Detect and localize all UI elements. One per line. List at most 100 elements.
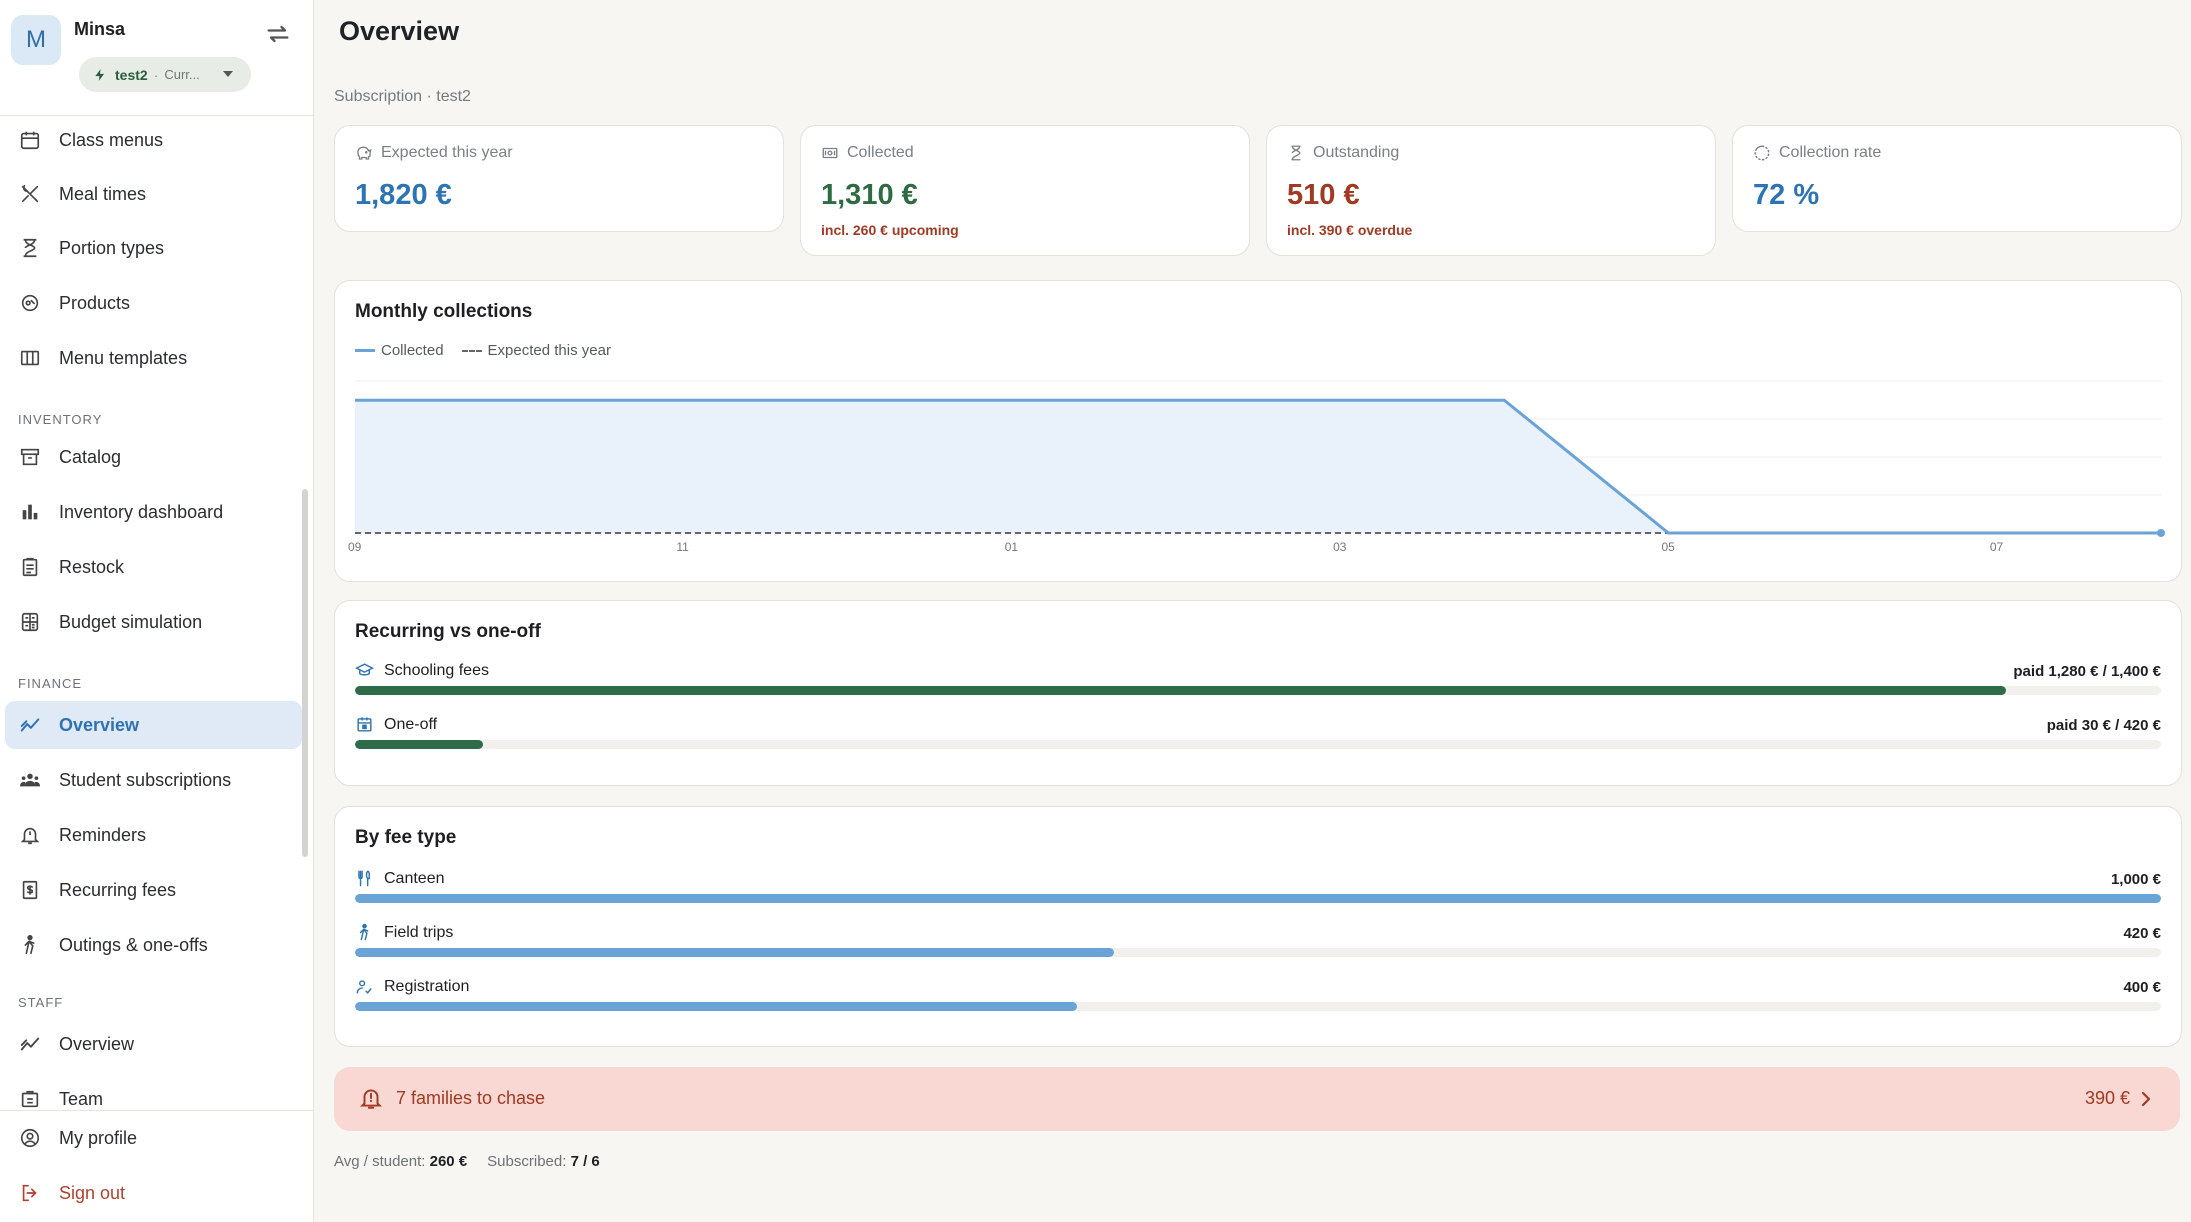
- main-content: Overview Subscription · test2 Expected t…: [315, 0, 2191, 1222]
- monthly-collections-card: Monthly collections Collected Expected t…: [334, 280, 2182, 582]
- utensils-crossed-icon: [21, 184, 39, 203]
- progress-fill: [355, 1002, 1078, 1011]
- section-title: Monthly collections: [355, 301, 533, 322]
- sidebar-item-recurring-fees[interactable]: Recurring fees: [5, 866, 302, 914]
- kpi-value: 72 %: [1753, 179, 1820, 211]
- page-title: Overview: [339, 16, 460, 46]
- sidebar-item-label: Reminders: [59, 824, 147, 845]
- sidebar-item-label: Meal times: [59, 183, 147, 204]
- chart-tick-label: 11: [676, 540, 689, 554]
- columns-icon: [20, 350, 40, 366]
- sidebar-item-products[interactable]: Products: [5, 279, 302, 327]
- progress-row-field-trips: Field trips 420 €: [355, 923, 2161, 967]
- chart-tick-label: 01: [1005, 540, 1019, 554]
- recurring-vs-oneoff-card: Recurring vs one-off Schooling fees paid…: [334, 600, 2182, 786]
- sidebar-header: M Minsa test2 · Curr...: [0, 0, 313, 116]
- sidebar-item-label: Outings & one-offs: [59, 934, 208, 955]
- chevron-right-icon: [2141, 1091, 2151, 1107]
- nav-section-finance: FINANCE: [18, 676, 83, 691]
- sidebar-item-meal-times[interactable]: Meal times: [5, 170, 302, 218]
- sidebar-item-my-profile[interactable]: My profile: [5, 1114, 302, 1162]
- alert-text: 7 families to chase: [396, 1088, 546, 1108]
- cash-icon: [822, 147, 838, 159]
- chart-tick-label: 05: [1661, 540, 1675, 554]
- archive-icon: [20, 448, 40, 466]
- sidebar-item-label: Menu templates: [59, 347, 188, 368]
- progress-fill: [355, 894, 2161, 903]
- sidebar-item-inventory-dashboard[interactable]: Inventory dashboard: [5, 488, 302, 536]
- context-separator: ·: [153, 66, 159, 83]
- kpi-label: Collection rate: [1753, 144, 1881, 162]
- kpi-value: 510 €: [1287, 179, 1360, 211]
- kpi-label: Collected: [821, 144, 914, 162]
- bar-chart-icon: [22, 504, 38, 520]
- progress-row-schooling-fees: Schooling fees paid 1,280 € / 1,400 €: [355, 661, 2161, 705]
- sidebar-item-student-subscriptions[interactable]: Student subscriptions: [5, 756, 302, 804]
- section-title: Recurring vs one-off: [355, 621, 541, 642]
- progress-amount: paid 30 € / 420 €: [2046, 717, 2161, 734]
- stat-avg-per-student: Avg / student: 260 €: [334, 1153, 468, 1170]
- org-avatar[interactable]: M: [11, 15, 61, 65]
- hourglass-icon: [23, 238, 37, 258]
- progress-fill: [355, 740, 484, 749]
- graduation-cap-icon: [355, 663, 374, 676]
- context-sub: Curr...: [164, 67, 200, 82]
- context-main: test2: [115, 66, 148, 83]
- trend-icon: [20, 718, 40, 732]
- sidebar-item-label: Student subscriptions: [59, 769, 232, 790]
- sidebar-item-staff-overview[interactable]: Overview: [5, 1020, 302, 1068]
- sidebar-item-class-menus[interactable]: Class menus: [5, 116, 302, 164]
- bell-alert-icon: [359, 1089, 383, 1109]
- hiker-icon: [359, 923, 369, 941]
- sidebar-item-finance-overview[interactable]: Overview: [5, 701, 302, 749]
- progress-amount: paid 1,280 € / 1,400 €: [2013, 663, 2161, 680]
- circle-progress-icon: [1754, 145, 1770, 161]
- sidebar-item-sign-out[interactable]: Sign out: [5, 1169, 302, 1217]
- sidebar-item-outings[interactable]: Outings & one-offs: [5, 921, 302, 969]
- chart-tick-label: 03: [1333, 540, 1347, 554]
- progress-row-canteen: Canteen 1,000 €: [355, 869, 2161, 913]
- chart-legend: Collected Expected this year: [355, 342, 629, 359]
- progress-label: Schooling fees: [355, 661, 489, 680]
- progress-row-registration: Registration 400 €: [355, 977, 2161, 1021]
- hiker-icon: [24, 935, 35, 955]
- progress-track: [355, 894, 2161, 903]
- progress-amount: 400 €: [2123, 979, 2161, 996]
- team-icon: [21, 1090, 39, 1108]
- progress-label: One-off: [355, 715, 437, 734]
- progress-track: [355, 740, 2161, 749]
- sidebar-item-label: Sign out: [59, 1182, 126, 1203]
- sidebar-item-label: Class menus: [59, 129, 164, 150]
- kpi-card-collected: Collected 1,310 € incl. 260 € upcoming: [800, 125, 1250, 256]
- families-to-chase-alert[interactable]: 7 families to chase 390 €: [334, 1067, 2180, 1131]
- chart-tick-label: 07: [1990, 540, 2004, 554]
- kpi-value: 1,820 €: [355, 179, 452, 211]
- sidebar-item-team[interactable]: Team: [5, 1075, 302, 1110]
- sidebar-item-label: Products: [59, 292, 131, 313]
- switch-arrows-icon[interactable]: [264, 20, 292, 48]
- user-check-icon: [356, 980, 372, 994]
- sidebar-item-label: Inventory dashboard: [59, 501, 224, 522]
- progress-label: Registration: [355, 977, 469, 996]
- kpi-note: incl. 390 € overdue: [1287, 222, 1413, 238]
- kpi-card-expected: Expected this year 1,820 €: [334, 125, 784, 232]
- users-icon: [19, 773, 41, 787]
- hourglass-icon: [1291, 145, 1301, 161]
- progress-label: Canteen: [355, 869, 445, 888]
- context-chip[interactable]: test2 · Curr...: [79, 57, 251, 92]
- chart-area-collected: [355, 400, 2161, 533]
- sidebar-scrollbar[interactable]: [302, 489, 308, 857]
- footer-stats: Avg / student: 260 € Subscribed: 7 / 6: [334, 1153, 620, 1170]
- trend-icon: [20, 1037, 40, 1051]
- monthly-chart: 09 11 01 03 05 07: [348, 380, 2165, 554]
- sidebar-item-portion-types[interactable]: Portion types: [5, 224, 302, 272]
- sidebar-item-catalog[interactable]: Catalog: [5, 433, 302, 481]
- sidebar-item-label: Catalog: [59, 446, 122, 467]
- sidebar-item-restock[interactable]: Restock: [5, 543, 302, 591]
- calculator-icon: [21, 612, 39, 632]
- sidebar-item-reminders[interactable]: Reminders: [5, 811, 302, 859]
- progress-fill: [355, 948, 1114, 957]
- sidebar-item-budget-simulation[interactable]: Budget simulation: [5, 598, 302, 646]
- calendar-event-icon: [357, 717, 372, 732]
- sidebar-item-menu-templates[interactable]: Menu templates: [5, 334, 302, 382]
